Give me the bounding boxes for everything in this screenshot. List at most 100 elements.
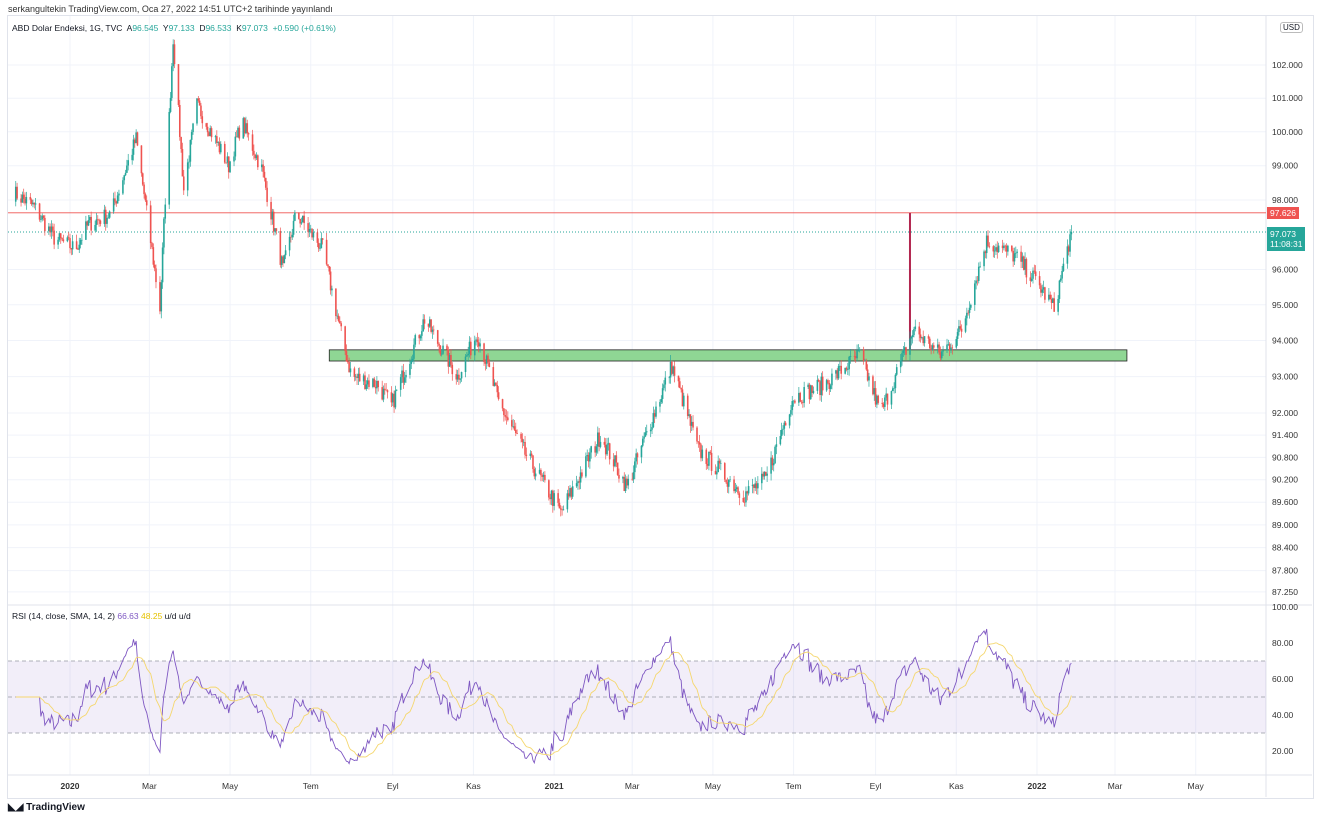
candle-body <box>492 367 495 386</box>
price-tick-label: 91.400 <box>1272 430 1298 440</box>
candle-body <box>544 474 546 481</box>
candle-body <box>636 453 639 458</box>
candle-body <box>1016 251 1018 253</box>
open-value: 96.545 <box>132 23 159 33</box>
candle-body <box>771 457 774 466</box>
support-zone <box>328 349 1128 362</box>
candle-body <box>507 417 509 421</box>
candle-body <box>709 451 712 453</box>
candle-body <box>21 194 24 203</box>
candle-body <box>33 202 36 205</box>
candle-body <box>973 283 976 305</box>
candle-body <box>864 360 866 362</box>
candle-body <box>987 235 989 247</box>
candle-body <box>282 256 284 264</box>
candle-body <box>903 347 906 350</box>
candle-body <box>959 326 962 329</box>
candle-body <box>809 385 812 400</box>
candle-body <box>782 428 784 430</box>
candle-body <box>30 199 33 205</box>
candle-body <box>921 337 923 339</box>
candle-body <box>107 217 110 219</box>
candle-body <box>1050 299 1053 303</box>
candle-body <box>288 236 291 251</box>
candle-body <box>525 454 528 456</box>
candle-body <box>984 251 987 254</box>
candle-body <box>473 340 476 356</box>
candle-body <box>553 493 555 506</box>
candle-body <box>366 380 369 385</box>
candle-body <box>71 241 74 250</box>
candle-body <box>627 478 630 486</box>
open-label: A <box>126 23 133 33</box>
candle-body <box>1049 294 1051 300</box>
candle-body <box>168 111 171 205</box>
candle-body <box>594 446 596 453</box>
price-tick-label: 98.000 <box>1272 195 1298 205</box>
candle-body <box>226 156 229 163</box>
candle-body <box>115 201 118 204</box>
candle-body <box>868 376 870 381</box>
candle-body <box>626 478 628 486</box>
candle-body <box>475 339 477 341</box>
candle-body <box>77 248 79 250</box>
candle-body <box>67 237 70 239</box>
candle-body <box>237 127 239 137</box>
candle-body <box>448 355 451 367</box>
currency-button[interactable]: USD <box>1280 22 1303 33</box>
candle-body <box>700 444 702 459</box>
rsi-band <box>8 661 1266 733</box>
candle-body <box>586 455 589 457</box>
candle-body <box>608 443 611 460</box>
candle-body <box>895 367 898 375</box>
candle-body <box>357 373 360 378</box>
candle-body <box>504 415 507 417</box>
candle-body <box>876 395 878 405</box>
candle-body <box>664 377 667 385</box>
candle-body <box>362 375 365 382</box>
candle-body <box>436 330 439 344</box>
candle-body <box>257 155 259 168</box>
candle-body <box>862 349 865 362</box>
candle-body <box>1001 245 1004 249</box>
candle-body <box>403 377 406 383</box>
time-tick-label: Mar <box>625 781 640 791</box>
candle-body <box>975 280 977 284</box>
candle-body <box>948 344 951 350</box>
candle-body <box>783 422 786 429</box>
candle-body <box>1007 245 1009 252</box>
candle-body <box>485 355 488 364</box>
candle-body <box>792 400 795 402</box>
candle-body <box>812 390 815 393</box>
candle-body <box>316 232 319 243</box>
candle-body <box>291 234 294 238</box>
candle-body <box>1015 252 1017 254</box>
candle-body <box>381 387 383 400</box>
candle-body <box>538 469 541 474</box>
candle-body <box>524 441 526 455</box>
candle-body <box>319 248 321 249</box>
candle-body <box>798 392 800 403</box>
tradingview-logo[interactable]: ◣◢ TradingView <box>8 802 85 813</box>
candle-body <box>659 401 661 407</box>
candle-body <box>775 444 778 447</box>
candle-body <box>414 335 417 345</box>
candle-body <box>432 329 435 331</box>
candle-body <box>1025 259 1028 278</box>
price-tick-label: 89.000 <box>1272 520 1298 530</box>
candle-body <box>856 350 858 359</box>
candle-body <box>677 375 680 382</box>
candle-body <box>188 161 190 163</box>
candle-body <box>696 427 698 442</box>
candle-body <box>442 345 444 354</box>
candle-body <box>70 248 73 250</box>
high-label: Y <box>162 23 169 33</box>
candle-body <box>761 473 763 484</box>
candle-body <box>881 402 883 404</box>
candle-body <box>618 474 620 479</box>
candle-body <box>590 446 592 453</box>
candle-body <box>571 486 574 497</box>
candle-body <box>251 134 254 151</box>
candle-body <box>542 474 545 477</box>
